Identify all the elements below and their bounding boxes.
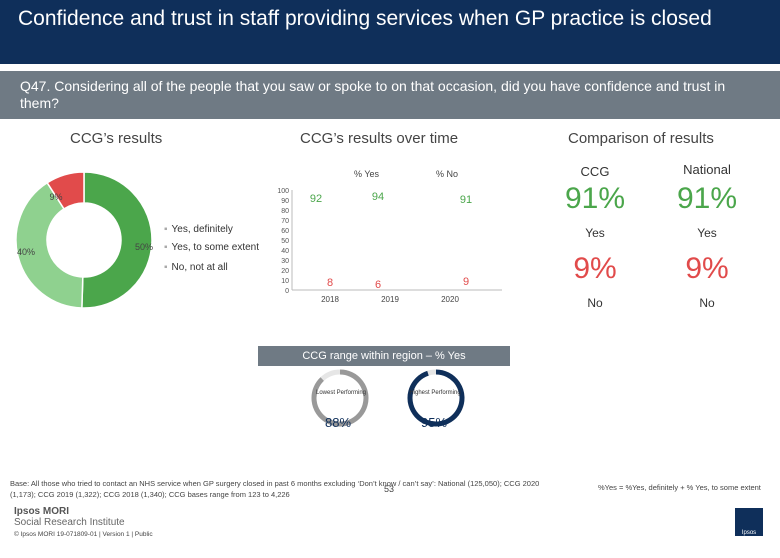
base-footnote: Base: All those who tried to contact an …	[10, 479, 540, 499]
series-legend: % Yes	[354, 169, 380, 179]
bar-chart: 0 10 20 30 40 50 60 70 80 90 100 % Yes % No 2018 92 8 20…	[277, 169, 502, 304]
legend-label: Yes, to some extent	[171, 242, 260, 253]
donut-label: 9%	[49, 192, 62, 202]
x-tick-label: 2018	[321, 295, 339, 304]
logo-line2: Social Research Institute	[14, 517, 125, 528]
ccg-yes-value: 91%	[564, 182, 626, 215]
ccg-no-value: 9%	[573, 252, 617, 285]
logo: Ipsos MORI Social Research Institute	[14, 506, 125, 528]
donut-slice	[15, 181, 84, 309]
range-title: CCG range within region – % Yes	[258, 346, 510, 366]
legend-label: No, not at all	[171, 262, 228, 273]
series-legend: % No	[436, 169, 458, 179]
donut-chart: 50% 40% 9%	[15, 171, 153, 309]
data-label: 9	[463, 276, 469, 288]
national-column-label: National	[683, 162, 731, 177]
national-no-label: No	[699, 296, 715, 310]
ccg-column-label: CCG	[580, 164, 610, 179]
ccg-results-heading: CCG’s results	[70, 130, 163, 147]
ipsos-logo-icon: Ipsos	[735, 508, 763, 536]
highest-label: Highest Performing	[409, 390, 461, 396]
legend-yes-some-extent: ▪ Yes, to some extent	[164, 242, 260, 253]
data-label: 92	[310, 193, 322, 205]
x-tick-label: 2020	[441, 295, 459, 304]
logo-line1: Ipsos MORI	[14, 506, 70, 517]
lowest-ring	[311, 369, 369, 427]
y-tick-label: 100	[277, 188, 289, 195]
national-yes-label: Yes	[697, 226, 717, 240]
donut-label: 50%	[135, 242, 153, 252]
donut-slice	[81, 171, 153, 309]
data-label: 94	[372, 191, 384, 203]
range-rings	[311, 369, 465, 427]
lowest-label: Lowest Performing	[315, 390, 367, 396]
y-tick-label: 0	[285, 288, 289, 295]
comparison-heading: Comparison of results	[568, 130, 714, 147]
y-tick-label: 50	[281, 238, 289, 245]
y-tick-label: 10	[281, 278, 289, 285]
title-bar	[0, 0, 780, 64]
question-bar	[0, 71, 780, 119]
highest-value: 95%	[420, 415, 448, 430]
y-tick-label: 90	[281, 198, 289, 205]
legend-yes-definitely: ▪ Yes, definitely	[164, 224, 233, 235]
page-title: Confidence and trust in staff providing …	[18, 7, 712, 30]
y-tick-label: 60	[281, 228, 289, 235]
page-number: 53	[384, 484, 395, 494]
national-yes-value: 91%	[676, 182, 738, 215]
national-no-value: 9%	[685, 252, 729, 285]
legend-label: Yes, definitely	[171, 224, 233, 235]
y-tick-label: 80	[281, 208, 289, 215]
y-tick-label: 20	[281, 268, 289, 275]
lowest-value: 88%	[324, 415, 352, 430]
data-label: 8	[327, 277, 333, 289]
ccg-no-label: No	[587, 296, 603, 310]
ccg-yes-label: Yes	[585, 226, 605, 240]
copyright: © Ipsos MORI 19-071809-01 | Version 1 | …	[14, 531, 153, 538]
y-tick-label: 40	[281, 248, 289, 255]
formula-footnote: %Yes = %Yes, definitely + % Yes, to some…	[598, 483, 761, 492]
x-tick-label: 2019	[381, 295, 399, 304]
donut-slice	[46, 171, 85, 210]
highest-ring	[407, 369, 465, 427]
question-text: Q47. Considering all of the people that …	[20, 78, 726, 111]
y-tick-label: 30	[281, 258, 289, 265]
donut-label: 40%	[17, 247, 35, 257]
data-label: 6	[375, 279, 381, 291]
over-time-heading: CCG’s results over time	[300, 130, 459, 147]
y-tick-label: 70	[281, 218, 289, 225]
legend-no: ▪ No, not at all	[164, 262, 228, 273]
data-label: 91	[460, 194, 472, 206]
